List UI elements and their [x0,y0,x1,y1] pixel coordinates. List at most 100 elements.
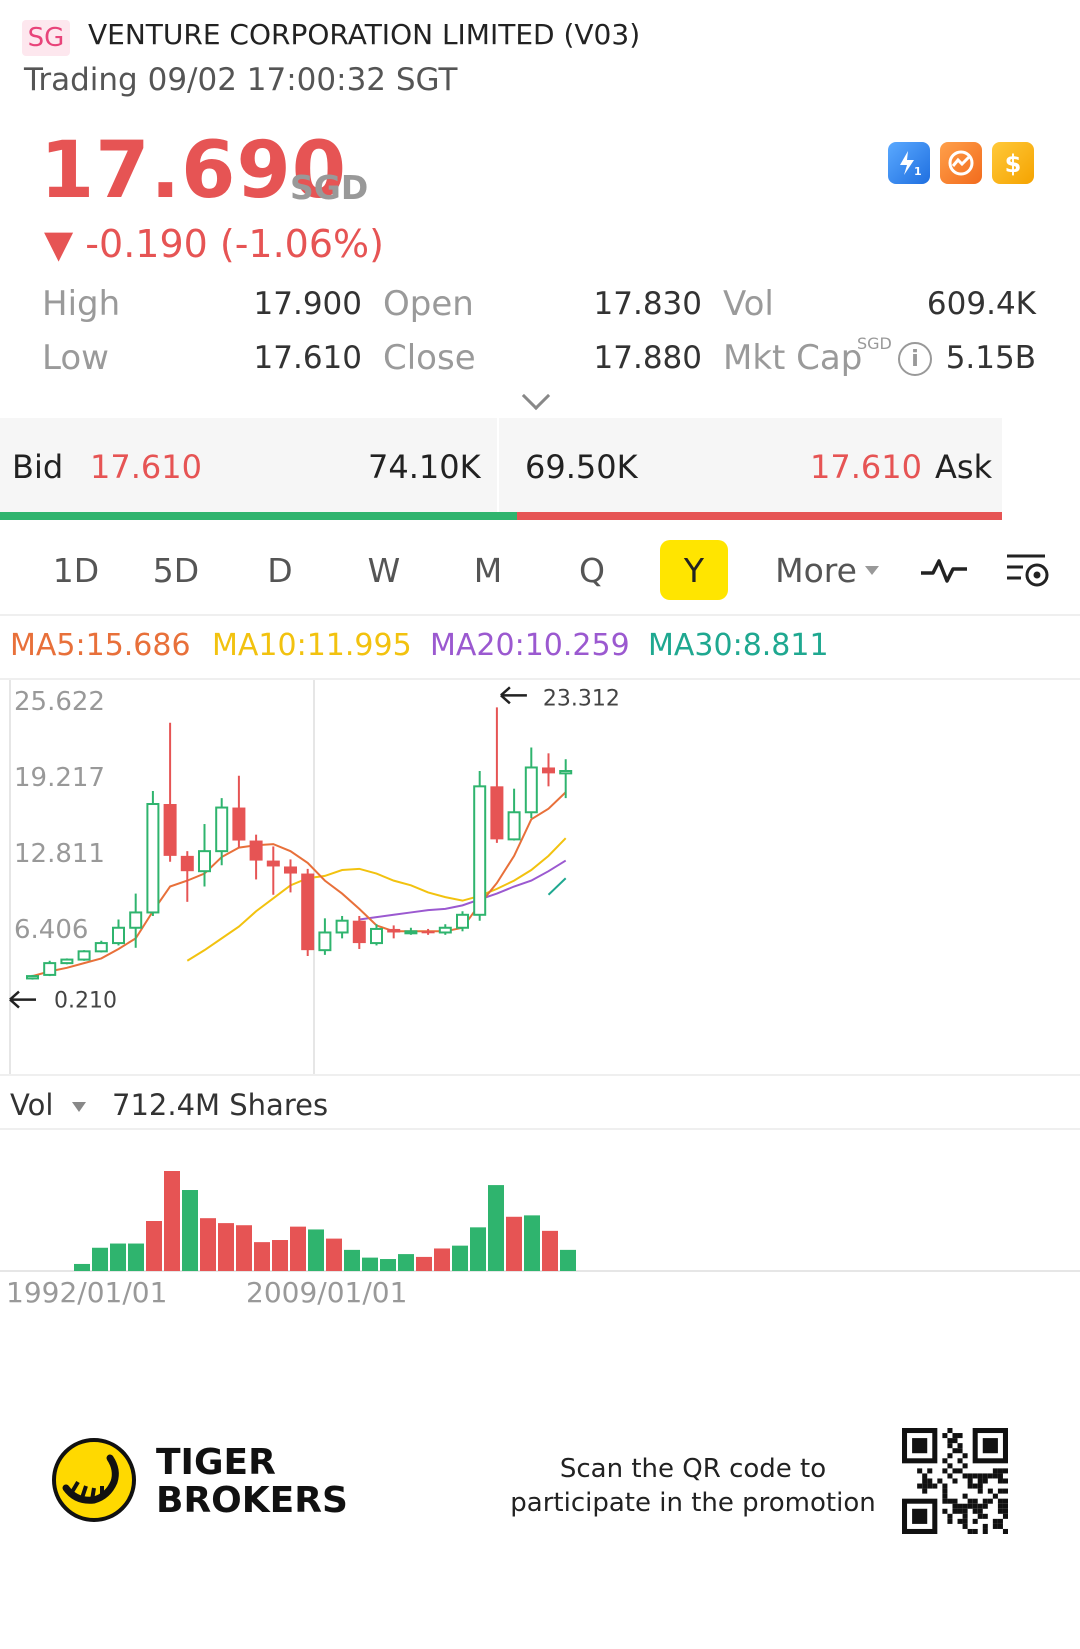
chart-settings-icon[interactable] [1000,540,1056,600]
candle-body [266,860,280,867]
candlestick-chart[interactable]: 25.622 19.217 12.811 6.406 23.312 0.210 [0,680,1080,1074]
candle-body [146,803,160,914]
ma20-line [359,859,567,921]
volume-bar [434,1248,450,1271]
candle-body [198,850,211,873]
open-label: Open [383,284,474,324]
candle-body [112,926,125,945]
candle-body [490,786,504,840]
candle-body [94,942,108,953]
tab-q[interactable]: Q [579,550,605,590]
volume-bar [524,1215,540,1271]
min-price-label: 0.210 [54,989,117,1014]
candle-body [318,931,332,952]
candle-body [215,806,229,853]
candle-body [524,766,538,814]
bid-price: 17.610 [90,448,202,486]
candle-body [284,866,297,874]
vol-value: 609.4K [926,286,1036,322]
high-label: High [42,284,121,324]
volume-bar [326,1238,342,1271]
mktcap-value: 5.15B [945,340,1036,376]
tab-1d[interactable]: 1D [52,550,100,590]
candle-body [77,950,91,961]
volume-bar [290,1226,306,1271]
volume-bar [254,1242,270,1271]
x-axis-label-start: 1992/01/01 [6,1276,168,1309]
contract-icon[interactable] [940,142,982,184]
bid-ask-panel: Bid 17.610 74.10K 69.50K 17.610 Ask [0,418,1002,520]
brand-line2: BROKERS [156,1480,348,1521]
ma20-value: MA20:10.259 [430,628,630,663]
mktcap-label: Mkt Cap [723,338,863,378]
volume-bar [506,1216,522,1271]
volume-bar [416,1256,432,1271]
volume-bar [344,1249,360,1271]
volume-bar [110,1243,126,1271]
ma10-line [186,837,567,962]
expand-chevron-icon[interactable] [521,381,551,411]
svg-text:$: $ [1005,150,1022,178]
candle-body [438,926,452,934]
tab-d[interactable]: D [267,550,293,590]
high-value: 17.900 [253,286,362,322]
volume-bar [272,1240,288,1271]
candle-body [163,804,177,856]
ask-size: 69.50K [525,448,638,486]
x-axis-label-mid: 2009/01/01 [246,1276,408,1309]
volume-bar [488,1185,504,1271]
vol-label: Vol [723,284,774,324]
indicator-icon[interactable] [916,540,972,600]
chart-annotations: 23.312 0.210 [9,686,620,1014]
candle-body [301,873,315,951]
close-value: 17.880 [593,340,702,376]
volume-bar [452,1245,468,1271]
info-icon[interactable]: i [898,342,932,376]
volume-bar [182,1190,198,1271]
tab-5d[interactable]: 5D [152,550,200,590]
y-tick-label: 6.406 [14,915,88,945]
candle-body [43,962,57,976]
ask-price: 17.610 [810,448,922,486]
candle-body [370,927,383,945]
candle-body [387,928,401,933]
candle-body [232,807,246,841]
promo-text: Scan the QR code to participate in the p… [510,1454,876,1518]
y-tick-label: 12.811 [14,839,105,869]
caret-down-icon[interactable] [72,1102,86,1112]
tab-m[interactable]: M [473,550,503,590]
volume-bar [308,1229,324,1271]
candle-body [180,855,194,872]
y-axis-ticks: 25.622 19.217 12.811 6.406 [14,687,105,945]
period-tabs: 1D 5D D W M Q Y More [0,536,1080,616]
volume-bar [74,1263,90,1271]
company-name: VENTURE CORPORATION LIMITED (V03) [88,18,641,51]
volume-bar [218,1223,234,1271]
volume-bar [470,1227,486,1271]
volume-bar [236,1225,252,1271]
ma30-line [547,877,567,896]
candle-body [335,919,349,934]
candle-body [473,785,487,916]
last-price: 17.690 [40,126,347,216]
dollar-icon[interactable]: $ [992,142,1034,184]
tab-y[interactable]: Y [660,540,728,600]
candle-body [60,958,74,965]
brand-name: TIGER BROKERS [156,1444,348,1520]
volume-header[interactable]: Vol 712.4M Shares [0,1074,1080,1130]
low-value: 17.610 [253,340,362,376]
volume-bar [200,1218,216,1271]
price-change: ▼ -0.190 (-1.06%) [44,222,384,266]
more-dropdown[interactable]: More [772,540,882,600]
candle-body [507,811,521,841]
lightning-1-icon[interactable]: 1 [888,142,930,184]
tab-w[interactable]: W [367,550,401,590]
candle-body [559,770,573,775]
volume-bar [560,1249,576,1271]
more-label: More [775,550,857,590]
volume-bar [398,1254,414,1271]
candle-body [404,930,418,935]
trading-status: Trading 09/02 17:00:32 SGT [24,62,458,98]
ma30-value: MA30:8.811 [648,628,829,663]
volume-bar [146,1221,162,1271]
